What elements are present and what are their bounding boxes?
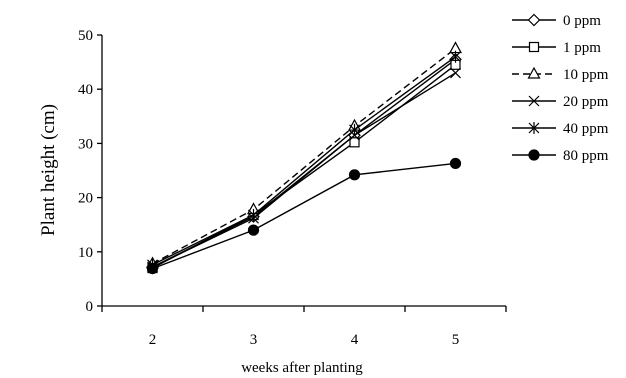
legend-label: 0 ppm [563, 13, 601, 29]
legend-item: 10 ppm [512, 66, 609, 83]
series-line [152, 47, 456, 265]
y-tick-label: 30 [78, 136, 93, 152]
point-square [349, 137, 360, 148]
series-line [152, 72, 456, 268]
x-tick-label: 2 [149, 332, 157, 348]
x-tick-label: 4 [351, 332, 359, 348]
point-x [450, 67, 461, 79]
point-asterisk [450, 50, 461, 63]
plot-area [145, 41, 463, 275]
legend-item: 20 ppm [512, 94, 609, 110]
legend-item: 40 ppm [512, 121, 609, 137]
y-tick-label: 50 [78, 28, 93, 44]
legend-item: 1 ppm [512, 40, 601, 56]
point-diamond [527, 13, 541, 27]
series-line [152, 162, 456, 270]
legend: 0 ppm 1 ppm 10 ppm 20 ppm 40 ppm 80 ppm [512, 13, 609, 164]
y-tick-label: 20 [78, 191, 93, 207]
x-tick-label: 3 [250, 332, 258, 348]
point-asterisk [248, 208, 259, 221]
point-circle [449, 157, 462, 170]
point-x [528, 95, 540, 107]
legend-item: 0 ppm [512, 13, 601, 29]
point-asterisk [349, 123, 360, 136]
series-line [152, 56, 456, 266]
legend-label: 20 ppm [563, 94, 609, 110]
y-tick-label: 40 [78, 82, 93, 98]
series-40-ppm [147, 50, 461, 271]
legend-label: 1 ppm [563, 40, 601, 56]
x-tick-label: 5 [452, 332, 460, 348]
point-asterisk [528, 122, 540, 134]
point-circle [247, 224, 260, 236]
legend-item: 80 ppm [512, 148, 609, 164]
series-line [152, 64, 456, 269]
legend-label: 10 ppm [563, 67, 609, 83]
point-square [528, 41, 540, 53]
axes: 0 10 20 30 40 50 2 3 4 5 [78, 28, 507, 348]
y-axis-title: Plant height (cm) [38, 104, 59, 236]
series-10-ppm [145, 41, 463, 269]
legend-label: 40 ppm [563, 121, 609, 137]
series-80-ppm [146, 157, 462, 275]
point-circle [146, 263, 159, 275]
y-tick-label: 0 [86, 299, 94, 315]
legend-label: 80 ppm [563, 148, 609, 164]
y-tick-label: 10 [78, 245, 93, 261]
point-triangle [527, 66, 541, 79]
point-circle [528, 149, 540, 161]
point-circle [348, 169, 361, 181]
x-axis-title: weeks after planting [241, 360, 363, 376]
series-line [152, 58, 456, 268]
